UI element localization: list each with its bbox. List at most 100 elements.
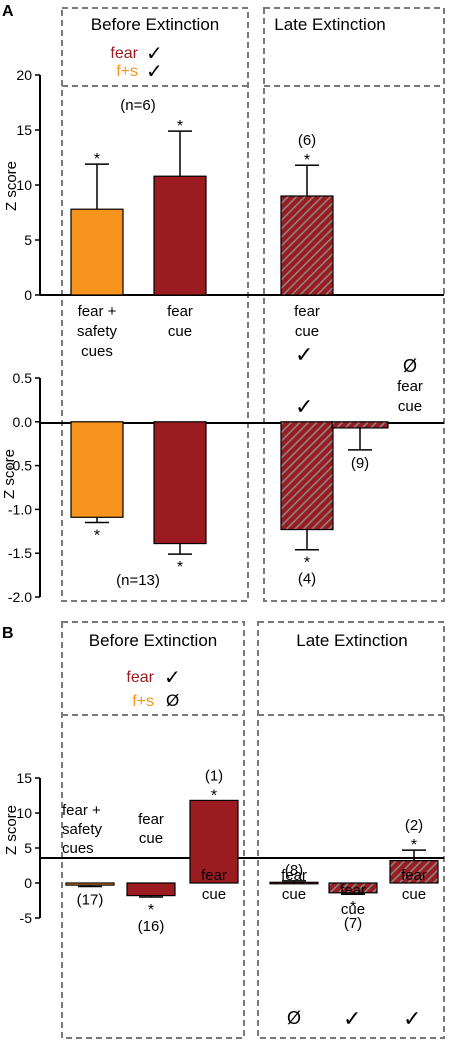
category-label: fear cue <box>294 303 320 340</box>
n-label: (16) <box>138 918 165 935</box>
y-tick-label: 0 <box>24 287 32 303</box>
legend-fs-label: f+s <box>132 693 154 710</box>
panel-b-before-box <box>61 621 245 1039</box>
y-tick-label: 20 <box>16 67 32 83</box>
category-label: fear cue <box>281 867 307 903</box>
bar <box>70 421 124 518</box>
category-label: fear cue <box>167 303 193 340</box>
significance-star: * <box>350 899 356 916</box>
n-label: (6) <box>298 132 316 149</box>
legend-fear-label: fear <box>126 669 154 686</box>
n-label: (7) <box>344 915 362 932</box>
category-label-line: fear + <box>62 802 101 819</box>
bar <box>126 882 176 897</box>
null-set-icon: Ø <box>166 691 179 710</box>
null-set-icon: Ø <box>403 356 417 376</box>
bar <box>331 421 389 429</box>
significance-star: * <box>211 787 217 804</box>
category-label-line: fear <box>397 378 423 395</box>
group-n-label: (n=13) <box>116 572 160 589</box>
y-tick-label: 0.0 <box>13 414 33 430</box>
y-axis-label: Z score <box>3 805 20 855</box>
panel-b-late-box <box>257 621 445 1039</box>
check-icon: ✓ <box>146 43 163 65</box>
n-label: (2) <box>405 817 423 834</box>
category-label: fear cue <box>138 811 164 847</box>
check-icon: ✓ <box>295 342 313 367</box>
check-icon: ✓ <box>343 1006 361 1031</box>
y-axis-label: Z score <box>1 449 18 499</box>
significance-star: * <box>148 902 154 919</box>
y-axis: -2.0 -1.5 -1.0 -0.5 0.0 0.5 <box>8 370 41 605</box>
category-label-line: safety <box>62 821 103 838</box>
y-axis-label: Z score <box>3 161 20 211</box>
significance-star: * <box>94 151 100 168</box>
category-label-line: cue <box>282 886 306 903</box>
significance-star: * <box>94 528 100 545</box>
category-label-line: cues <box>81 343 113 360</box>
category-label: fear + safety cues <box>77 303 118 360</box>
check-icon: ✓ <box>295 394 313 419</box>
panel-a-legend: fear ✓ f+s ✓ <box>110 43 162 83</box>
significance-star: * <box>411 837 417 854</box>
category-label-line: cue <box>341 901 365 918</box>
category-label-line: fear <box>167 303 193 320</box>
y-tick-label: -0.5 <box>8 458 32 474</box>
y-tick-label: -1.0 <box>8 501 32 517</box>
panel-a-before-title: Before Extinction <box>91 15 220 34</box>
y-tick-label: 0.5 <box>13 370 33 386</box>
null-set-icon: Ø <box>287 1008 301 1028</box>
y-tick-label: 0 <box>24 875 32 891</box>
y-tick-label: -1.5 <box>8 545 32 561</box>
category-label-line: fear <box>340 882 366 899</box>
bar <box>65 882 115 886</box>
category-label-line: fear <box>294 303 320 320</box>
y-tick-label: 15 <box>16 122 32 138</box>
y-tick-label: 15 <box>16 770 32 786</box>
n-label: (4) <box>298 571 316 588</box>
category-label-line: fear <box>201 867 227 884</box>
category-label: fear + safety cues <box>62 802 103 857</box>
chart-a-bottom: -2.0-1.5-1.0-0.50.00.5 Z score ** *(4)(9)… <box>1 370 444 605</box>
category-label-line: cue <box>139 830 163 847</box>
category-label: fear cue <box>340 882 366 918</box>
legend-fs-label: f+s <box>116 63 138 80</box>
category-label-line: fear <box>281 867 307 884</box>
category-label-line: cue <box>295 323 319 340</box>
n-label: (8) <box>285 862 303 879</box>
category-label-line: cue <box>398 398 422 415</box>
chart-a-top: 0 5 10 15 20 Z score * * * (6) (n=6) fear + saf… <box>3 67 444 360</box>
panel-a-before-box <box>61 7 249 602</box>
y-tick-label: 5 <box>24 232 32 248</box>
category-label-line: cues <box>62 840 94 857</box>
category-label: fear cue <box>401 867 427 903</box>
y-tick-label: 10 <box>16 177 32 193</box>
category-label-line: fear + <box>78 303 117 320</box>
panel-b-legend: fear ✓ f+s Ø <box>126 667 180 710</box>
y-axis: -5 0 5 10 15 <box>16 770 41 926</box>
bar <box>189 799 239 884</box>
check-icon: ✓ <box>403 1006 421 1031</box>
panel-a: A Before Extinction Late Extinction fear… <box>1 3 445 605</box>
significance-star: * <box>177 118 183 135</box>
category-label-line: fear <box>138 811 164 828</box>
panel-a-late-box <box>263 7 445 602</box>
category-label-line: fear <box>401 867 427 884</box>
y-axis: 0 5 10 15 20 <box>16 67 41 303</box>
n-label: (17) <box>77 892 104 909</box>
n-label: (1) <box>205 767 223 784</box>
y-tick-label: -2.0 <box>8 589 32 605</box>
category-label-line: cue <box>168 323 192 340</box>
bar <box>280 421 334 531</box>
significance-star: * <box>304 555 310 572</box>
panel-b-before-title: Before Extinction <box>89 631 218 650</box>
bar <box>153 421 207 545</box>
y-tick-label: -5 <box>20 910 33 926</box>
group-n-label: (n=6) <box>120 97 155 114</box>
category-label-line: cue <box>202 886 226 903</box>
bars: (17)*(16)*(1)(8)*(7)*(2) <box>65 767 439 935</box>
bar <box>153 175 207 296</box>
category-label: fear cue <box>201 867 227 903</box>
